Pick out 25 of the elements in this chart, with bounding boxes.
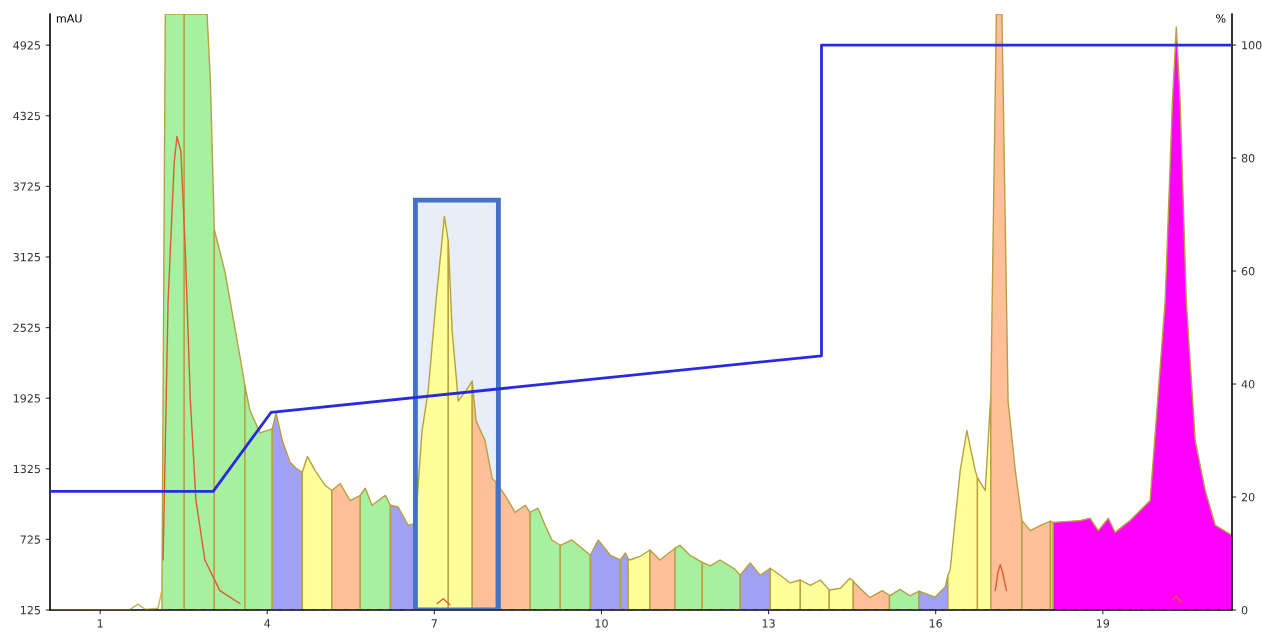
y2-tick-label: 40 [1241,380,1255,389]
y2-tick-label: 60 [1241,267,1255,276]
x-tick-label: 19 [1096,619,1110,628]
x-tick-label: 13 [762,619,775,628]
y-tick-label: 1325 [13,464,40,474]
y-tick-label: 4925 [13,41,40,50]
y2-tick-label: 80 [1241,154,1255,163]
y-tick-label: 4325 [13,111,40,121]
x-tick-label: 16 [929,619,943,628]
y-tick-label: 3725 [13,182,40,191]
y2-tick-label: 20 [1241,492,1255,502]
y2-tick-label: 0 [1241,605,1248,615]
x-tick-label: 7 [431,619,437,628]
y-tick-label: 725 [20,535,40,544]
x-tick-label: 4 [264,619,271,628]
x-tick-label: 1 [97,619,103,628]
y2-tick-label: 100 [1242,41,1262,50]
y-tick-label: 3125 [13,252,40,262]
y-tick-label: 125 [20,605,40,615]
x-tick-label: 10 [595,619,608,628]
y2-axis-title: % [1216,14,1226,23]
y-tick-label: 2525 [13,323,40,332]
y-axis-title: mAU [56,14,82,23]
y-tick-label: 1925 [13,394,40,403]
line-series [50,43,1232,493]
